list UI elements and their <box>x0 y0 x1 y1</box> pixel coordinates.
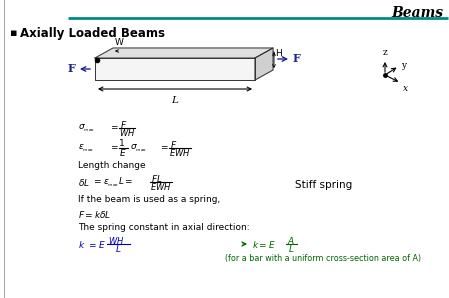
Text: Beams: Beams <box>391 6 443 20</box>
Text: $E$: $E$ <box>119 148 127 159</box>
Text: $\sigma_{_{max}}$: $\sigma_{_{max}}$ <box>130 142 147 154</box>
Text: y: y <box>401 60 406 69</box>
Text: If the beam is used as a spring,: If the beam is used as a spring, <box>78 195 220 204</box>
Text: $= \varepsilon_{_{max}} L =$: $= \varepsilon_{_{max}} L =$ <box>92 175 133 189</box>
Text: $A$: $A$ <box>287 235 295 246</box>
Text: =: = <box>110 144 118 153</box>
Text: $k$: $k$ <box>78 238 85 249</box>
Text: x: x <box>403 84 408 93</box>
Text: $WH$: $WH$ <box>108 235 124 246</box>
Text: Stiff spring: Stiff spring <box>295 180 352 190</box>
Text: $EWH$: $EWH$ <box>169 148 191 159</box>
Text: $EWH$: $EWH$ <box>150 181 172 193</box>
Text: $\delta L$: $\delta L$ <box>78 176 90 187</box>
Text: $F$: $F$ <box>170 139 177 150</box>
Text: $FL$: $FL$ <box>151 173 163 184</box>
Text: $L$: $L$ <box>115 243 122 254</box>
Text: 1: 1 <box>119 139 125 148</box>
Text: F: F <box>67 63 75 74</box>
Text: $= E$: $= E$ <box>87 238 106 249</box>
Text: $WH$: $WH$ <box>119 128 135 139</box>
Text: ▪: ▪ <box>10 28 18 38</box>
Text: $k = E$: $k = E$ <box>252 238 276 249</box>
Polygon shape <box>95 58 255 80</box>
Text: Axially Loaded Beams: Axially Loaded Beams <box>20 27 165 40</box>
Text: (for a bar with a uniform cross-section area of A): (for a bar with a uniform cross-section … <box>225 254 421 263</box>
Text: $F$: $F$ <box>120 119 127 130</box>
Text: $\varepsilon_{_{max}}$: $\varepsilon_{_{max}}$ <box>78 142 95 154</box>
Text: H: H <box>275 49 282 58</box>
Text: $\sigma_{_{max}}$: $\sigma_{_{max}}$ <box>78 122 95 134</box>
Text: $F = k\delta L$: $F = k\delta L$ <box>78 209 111 220</box>
Text: $L$: $L$ <box>288 243 295 254</box>
Text: W: W <box>115 38 124 47</box>
Text: =: = <box>110 123 118 133</box>
Text: The spring constant in axial direction:: The spring constant in axial direction: <box>78 224 250 232</box>
Polygon shape <box>95 48 273 58</box>
Text: =: = <box>160 144 167 153</box>
Text: L: L <box>172 96 178 105</box>
Text: z: z <box>383 48 387 57</box>
Text: F: F <box>293 54 301 64</box>
Text: Length change: Length change <box>78 161 145 170</box>
Polygon shape <box>255 48 273 80</box>
